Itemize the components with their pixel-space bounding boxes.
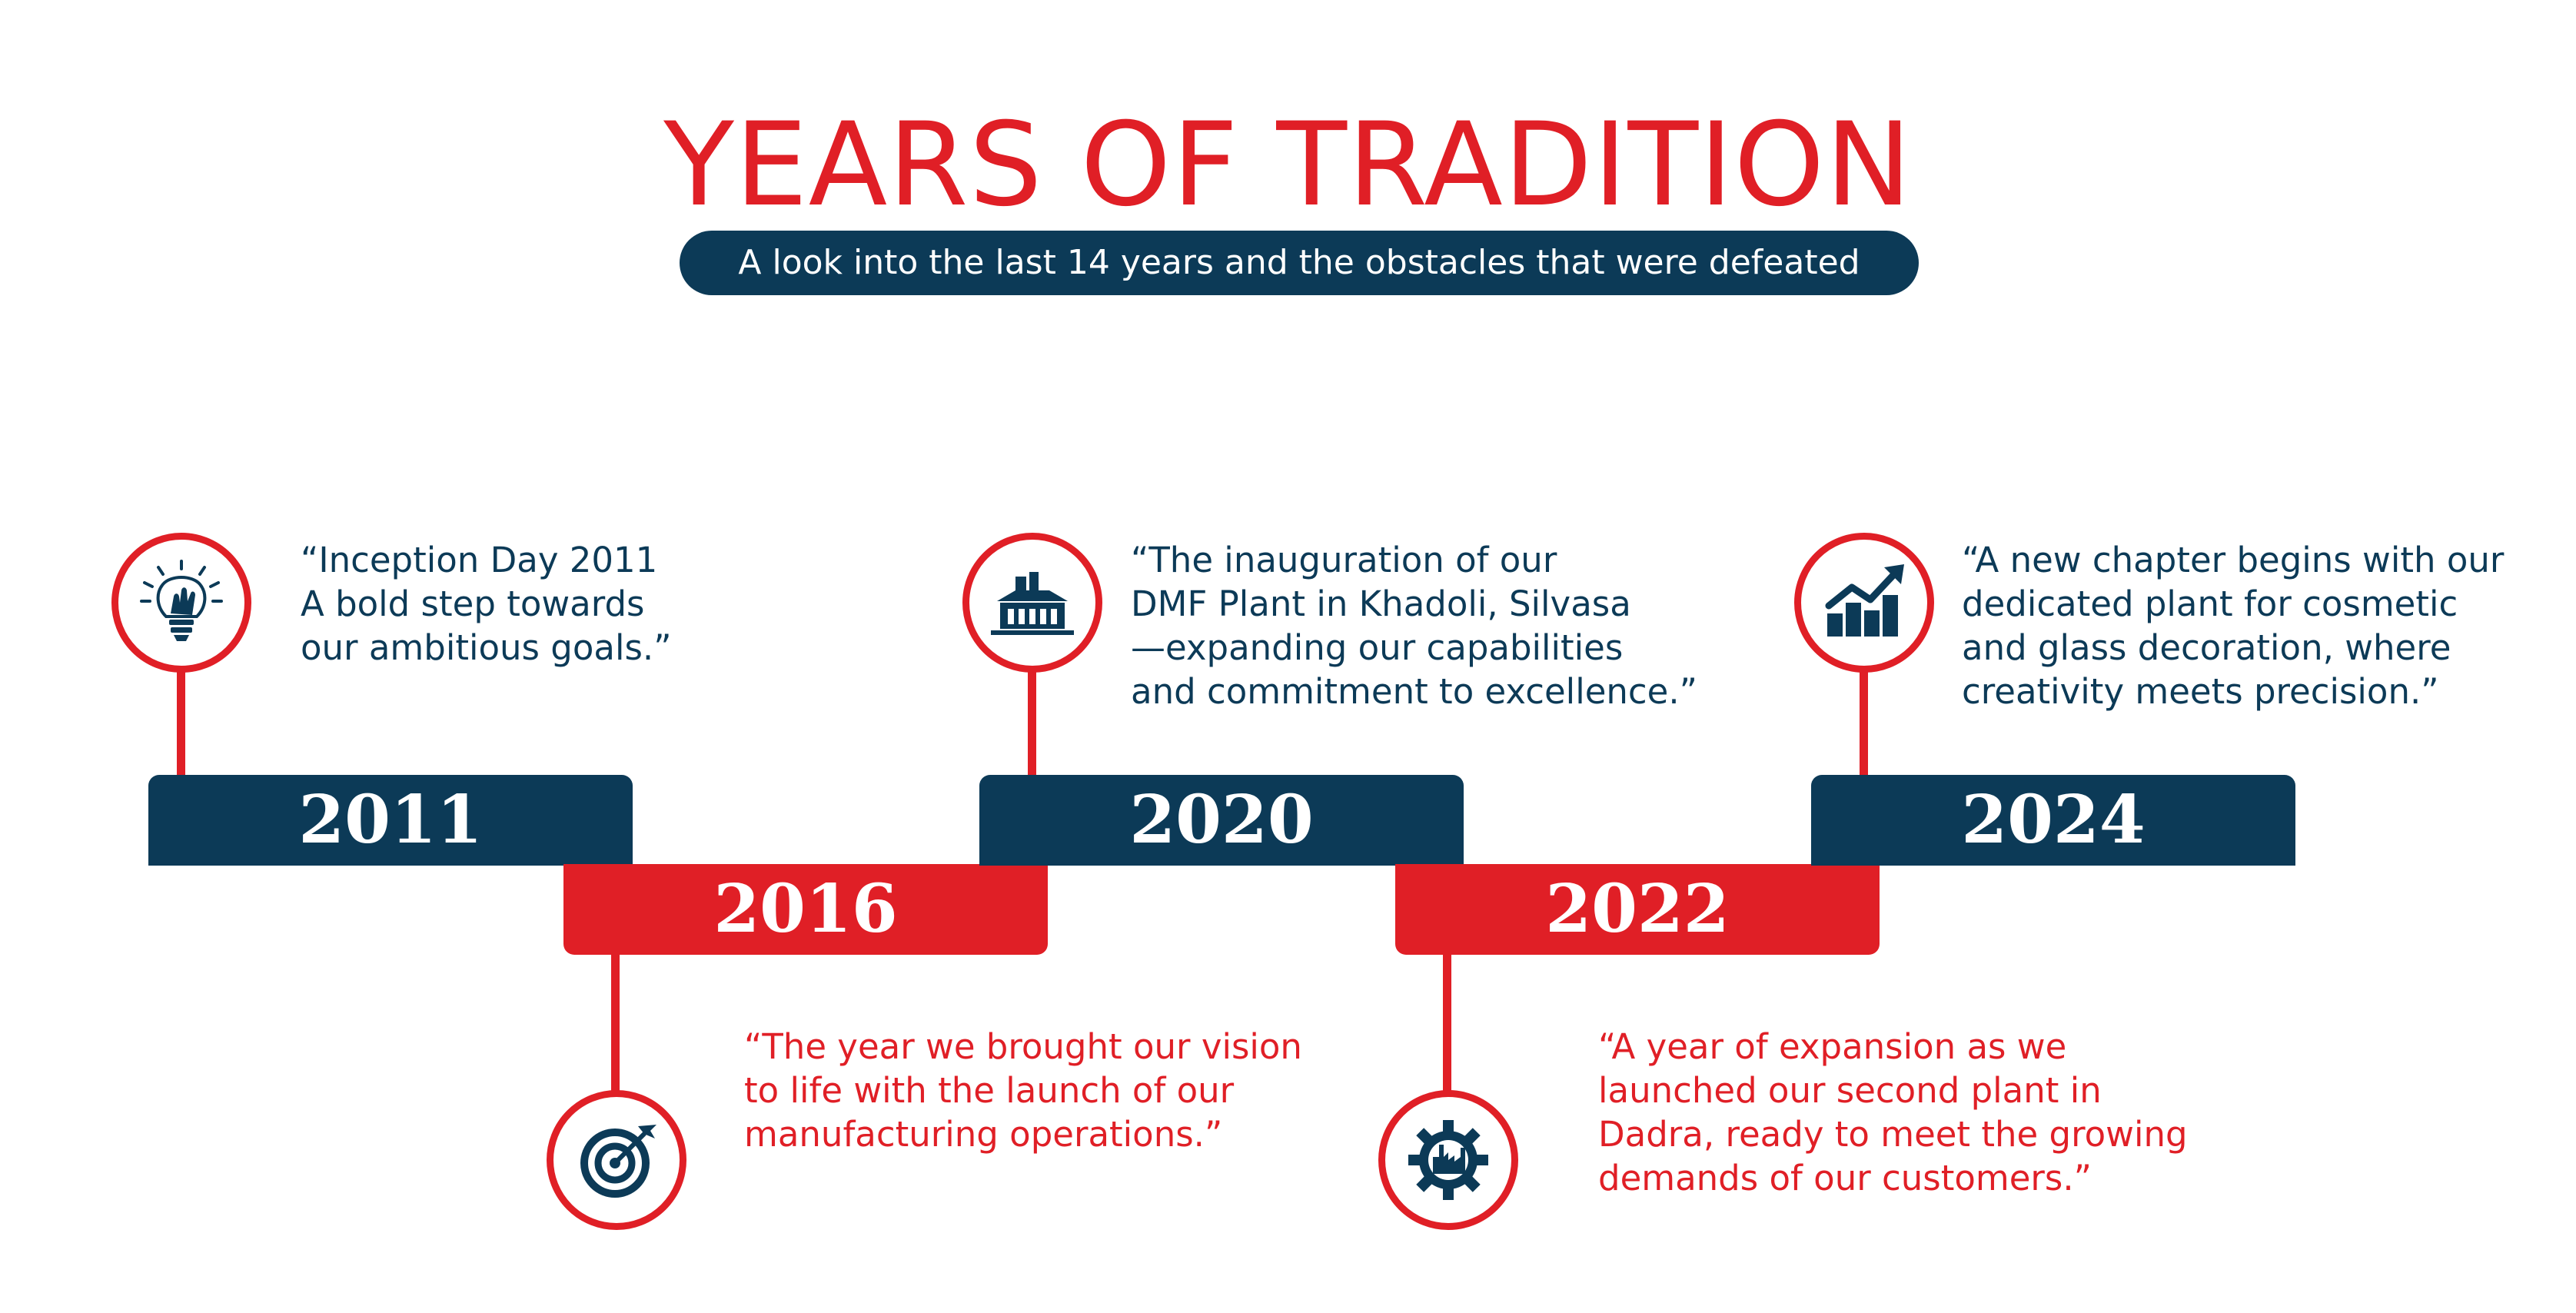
year-bar-2011: 2011	[148, 775, 633, 866]
connector-2011	[177, 661, 185, 776]
connector-2022	[1443, 953, 1451, 1092]
year-bar-2024: 2024	[1811, 775, 2295, 866]
milestone-2016-icon-circle	[547, 1090, 686, 1230]
milestone-2011-quote: “Inception Day 2011 A bold step towards …	[301, 540, 672, 668]
subtitle-banner: A look into the last 14 years and the ob…	[680, 231, 1919, 295]
lightbulb-hand-icon	[140, 560, 223, 641]
connector-2024	[1860, 661, 1868, 776]
year-bar-2022: 2022	[1395, 864, 1880, 955]
milestone-2024-icon-circle	[1794, 533, 1934, 673]
connector-2016	[611, 953, 620, 1092]
growth-chart-icon	[1825, 564, 1904, 637]
milestone-2024-quote: “A new chapter begins with our dedicated…	[1962, 540, 2505, 712]
year-bar-2016: 2016	[563, 864, 1048, 955]
year-bar-2020: 2020	[979, 775, 1464, 866]
milestone-2022-quote: “A year of expansion as we launched our …	[1598, 1026, 2188, 1198]
target-icon	[580, 1125, 656, 1198]
connector-2020	[1028, 661, 1036, 776]
milestone-2022-icon-circle	[1378, 1090, 1518, 1230]
milestone-2020-icon-circle	[962, 533, 1102, 673]
factory-icon	[991, 572, 1074, 635]
milestone-2020-quote: “The inauguration of our DMF Plant in Kh…	[1131, 540, 1697, 712]
industry-gear-icon	[1408, 1120, 1488, 1200]
milestone-2011-icon-circle	[111, 533, 251, 673]
milestone-2016-quote: “The year we brought our vision to life …	[744, 1026, 1302, 1155]
page-title: YEARS OF TRADITION	[663, 98, 1913, 232]
